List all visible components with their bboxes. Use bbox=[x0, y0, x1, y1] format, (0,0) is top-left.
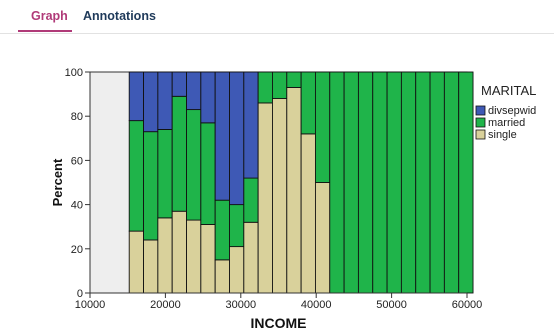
bar-single-9 bbox=[257, 102, 273, 294]
bar-married-3 bbox=[171, 95, 187, 212]
bar-married-6 bbox=[214, 199, 230, 261]
bar-single-12 bbox=[300, 133, 316, 294]
y-tick-label: 80 bbox=[71, 111, 83, 123]
bar-single-0 bbox=[128, 230, 144, 294]
bar-single-10 bbox=[272, 98, 288, 294]
legend-label-divsepwid: divsepwid bbox=[488, 105, 536, 117]
bar-single-2 bbox=[157, 217, 173, 294]
bar-married-9 bbox=[257, 71, 273, 104]
bars-group bbox=[128, 71, 474, 294]
bar-married-19 bbox=[400, 71, 417, 294]
bar-divsepwid-4 bbox=[186, 71, 202, 111]
bar-married-16 bbox=[357, 71, 374, 294]
x-tick-label: 10000 bbox=[75, 299, 106, 311]
bar-single-13 bbox=[314, 182, 331, 294]
bar-married-5 bbox=[200, 122, 216, 225]
bar-single-11 bbox=[286, 87, 302, 294]
bar-single-1 bbox=[143, 239, 159, 294]
tab-annotations[interactable]: Annotations bbox=[83, 9, 156, 23]
y-tick-label: 20 bbox=[71, 244, 83, 256]
tab-bar: Graph Annotations bbox=[0, 0, 554, 34]
bar-single-5 bbox=[200, 224, 216, 294]
bar-single-4 bbox=[186, 219, 202, 294]
bar-married-8 bbox=[243, 177, 259, 223]
bar-married-20 bbox=[415, 71, 431, 294]
bar-divsepwid-8 bbox=[243, 71, 259, 179]
bar-married-2 bbox=[157, 129, 173, 219]
bar-married-15 bbox=[343, 71, 359, 294]
legend-swatch-single bbox=[475, 129, 486, 140]
bar-divsepwid-0 bbox=[128, 71, 144, 122]
bar-married-14 bbox=[329, 71, 345, 294]
bar-single-6 bbox=[214, 259, 230, 294]
y-tick-label: 60 bbox=[71, 155, 83, 167]
bar-married-18 bbox=[386, 71, 402, 294]
bar-married-23 bbox=[458, 71, 474, 294]
bar-married-12 bbox=[300, 71, 316, 135]
bar-divsepwid-6 bbox=[214, 71, 230, 201]
y-tick-label: 100 bbox=[65, 67, 83, 79]
legend-swatch-married bbox=[475, 117, 486, 128]
bar-married-10 bbox=[272, 71, 288, 99]
bar-divsepwid-2 bbox=[157, 71, 173, 130]
legend-label-married: married bbox=[488, 117, 525, 129]
y-axis-title: Percent bbox=[50, 158, 65, 206]
bar-married-22 bbox=[443, 71, 460, 294]
bar-married-1 bbox=[143, 131, 159, 241]
x-tick-label: 60000 bbox=[452, 299, 483, 311]
x-tick-label: 40000 bbox=[301, 299, 332, 311]
active-tab-indicator bbox=[18, 30, 72, 32]
bar-married-17 bbox=[372, 71, 388, 294]
bar-married-0 bbox=[128, 120, 144, 232]
bar-married-4 bbox=[186, 109, 202, 221]
bar-single-7 bbox=[229, 246, 245, 294]
bar-married-7 bbox=[229, 204, 245, 248]
x-tick-label: 20000 bbox=[150, 299, 181, 311]
legend-label-single: single bbox=[488, 129, 517, 141]
bar-divsepwid-3 bbox=[171, 71, 187, 97]
y-tick-label: 40 bbox=[71, 200, 83, 212]
bar-married-13 bbox=[314, 71, 331, 183]
x-tick-label: 30000 bbox=[226, 299, 257, 311]
x-axis-title: INCOME bbox=[251, 315, 307, 330]
tab-graph[interactable]: Graph bbox=[31, 9, 68, 23]
y-tick-label: 0 bbox=[77, 288, 83, 300]
x-tick-label: 50000 bbox=[376, 299, 407, 311]
axes-group: 0 20 40 60 80 100 10000 20000 30000 40000 50000 600… bbox=[50, 67, 482, 330]
bar-divsepwid-5 bbox=[200, 71, 216, 124]
bar-single-3 bbox=[171, 210, 187, 294]
legend-swatch-divsepwid bbox=[475, 105, 486, 116]
bar-married-21 bbox=[429, 71, 445, 294]
legend-title: MARITAL bbox=[481, 83, 536, 98]
bar-divsepwid-7 bbox=[229, 71, 245, 206]
bar-divsepwid-1 bbox=[143, 71, 159, 133]
bar-married-11 bbox=[286, 71, 302, 88]
bar-single-8 bbox=[243, 221, 259, 294]
